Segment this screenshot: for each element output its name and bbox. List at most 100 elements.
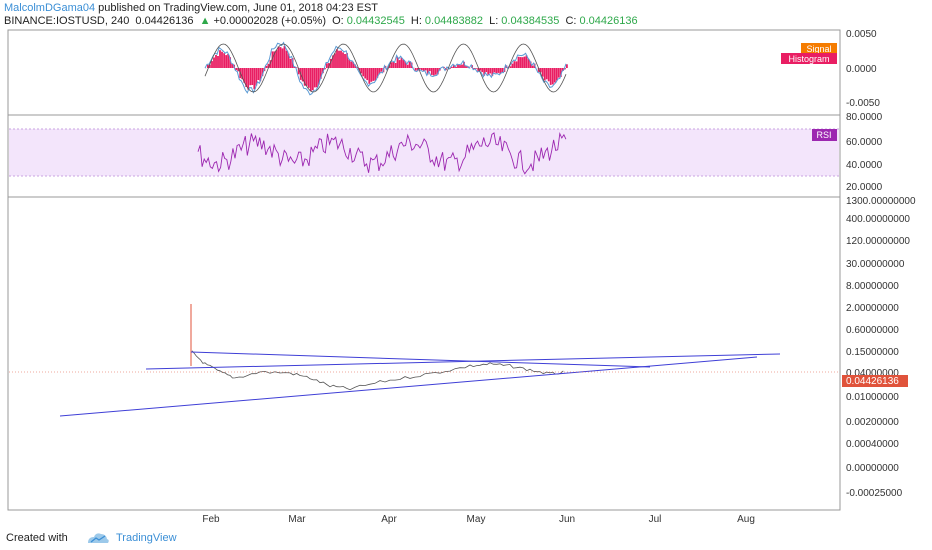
macd-histogram-bar (330, 58, 332, 68)
tradingview-logo-icon[interactable] (86, 530, 110, 546)
trendline-ascending-support[interactable] (59, 356, 758, 417)
price-ytick: 0.04000000 (846, 368, 899, 379)
macd-histogram-bar (555, 68, 558, 81)
macd-histogram-bar (315, 68, 318, 88)
macd-histogram-bar (564, 68, 566, 70)
macd-histogram-bar (354, 64, 357, 68)
macd-histogram-bar (529, 61, 532, 68)
macd-histogram-bar (249, 68, 252, 86)
macd-histogram-bar (380, 68, 383, 72)
macd-histogram-bar (543, 68, 546, 81)
macd-histogram-bar (295, 67, 298, 68)
macd-histogram-bar (247, 68, 250, 90)
macd-histogram-bar (513, 61, 516, 68)
price-layer (191, 350, 564, 391)
macd-histogram-bar (414, 68, 417, 71)
macd-histogram-bar (279, 47, 282, 68)
macd-histogram-bar (390, 62, 393, 68)
tradingview-link[interactable]: TradingView (116, 532, 177, 544)
trendline-upper-descending[interactable] (190, 351, 651, 368)
macd-histogram-bar (424, 68, 427, 71)
last-price-tag-text: 0.04426136 (846, 376, 899, 387)
macd-histogram-bar (459, 65, 461, 68)
macd-ytick: -0.0050 (846, 98, 880, 109)
macd-histogram-bar (388, 65, 391, 68)
macd-histogram-bar (545, 68, 548, 80)
macd-histogram-bar (360, 68, 363, 74)
xtick: Mar (288, 514, 306, 525)
macd-histogram-bar (370, 68, 373, 82)
price-ytick: 0.15000000 (846, 347, 899, 358)
price-ytick: 0.60000000 (846, 325, 899, 336)
trendline-horizontal-resistance[interactable] (145, 353, 781, 370)
macd-line (204, 41, 567, 96)
macd-histogram-bar (283, 45, 286, 68)
price-ytick: -0.00025000 (846, 488, 903, 499)
macd-histogram-bar (557, 68, 560, 78)
macd-histogram-bar (326, 63, 328, 68)
macd-histogram-bar (396, 57, 399, 68)
macd-histogram-bar (293, 66, 296, 68)
macd-histogram-bar (368, 68, 371, 84)
macd-histogram-bar (483, 68, 486, 76)
legend-histogram-box (781, 53, 837, 64)
macd-histogram-bar (313, 68, 316, 88)
macd-histogram-bar (509, 66, 512, 68)
macd-histogram-bar (219, 50, 221, 68)
rsi-layer (197, 131, 567, 175)
macd-histogram-bar (334, 53, 336, 68)
price-line (191, 350, 564, 391)
up-arrow-icon: ▲ (199, 15, 211, 27)
macd-histogram-bar (235, 68, 238, 70)
price-ytick: 0.01000000 (846, 392, 899, 403)
rsi-ytick: 40.0000 (846, 160, 883, 171)
macd-histogram-bar (223, 53, 226, 68)
macd-histogram-bar (559, 68, 562, 77)
macd-histogram-bar (489, 68, 492, 74)
macd-histogram-bar (487, 68, 490, 75)
macd-histogram-bar (322, 68, 324, 74)
macd-histogram-bar (547, 68, 550, 82)
macd-histogram-bar (332, 55, 334, 68)
macd-histogram-bar (237, 68, 240, 72)
macd-histogram-bar (477, 68, 480, 72)
macd-histogram-bar (301, 68, 304, 82)
macd-histogram-bar (243, 68, 246, 83)
price-change: +0.00002028 (+0.05%) (213, 15, 327, 27)
xtick: Apr (381, 514, 397, 525)
macd-histogram-bar (209, 64, 211, 68)
macd-histogram-bar (420, 68, 423, 70)
rsi-band (9, 129, 839, 176)
low-value: 0.04384535 (501, 15, 560, 27)
macd-histogram-bar (465, 66, 467, 68)
macd-histogram-bar (348, 59, 351, 68)
macd-histogram-bar (378, 68, 381, 75)
macd-histogram-bar (394, 63, 397, 68)
macd-histogram-bar (562, 68, 564, 71)
author-link[interactable]: MalcolmDGama04 (4, 2, 96, 14)
macd-histogram-bar (285, 50, 288, 68)
xtick: May (467, 514, 486, 525)
macd-histogram-bar (255, 68, 258, 86)
rsi-line (197, 131, 567, 175)
macd-histogram-bar (342, 52, 344, 68)
macd-histogram-bar (215, 55, 217, 68)
macd-histogram-bar (231, 63, 234, 68)
price-ytick: 30.00000000 (846, 259, 905, 270)
macd-histogram-bar (275, 50, 278, 68)
macd-histogram-bar (521, 57, 524, 68)
macd-histogram-bar (307, 68, 310, 88)
macd-histogram-bar (374, 68, 377, 81)
macd-histogram-bar (566, 64, 568, 68)
footer: Created with TradingView (0, 527, 932, 550)
price-ytick: 2.00000000 (846, 303, 899, 314)
legend-histogram: Histogram (788, 54, 829, 64)
macd-histogram-bar (485, 68, 488, 73)
macd-histogram-bar (277, 46, 280, 68)
macd-histogram-bar (461, 64, 463, 68)
macd-histogram-bar (317, 68, 320, 85)
macd-histogram-bar (553, 68, 556, 83)
symbol-label: BINANCE:IOSTUSD, 240 (4, 15, 130, 27)
price-ytick: 0.00040000 (846, 439, 899, 450)
